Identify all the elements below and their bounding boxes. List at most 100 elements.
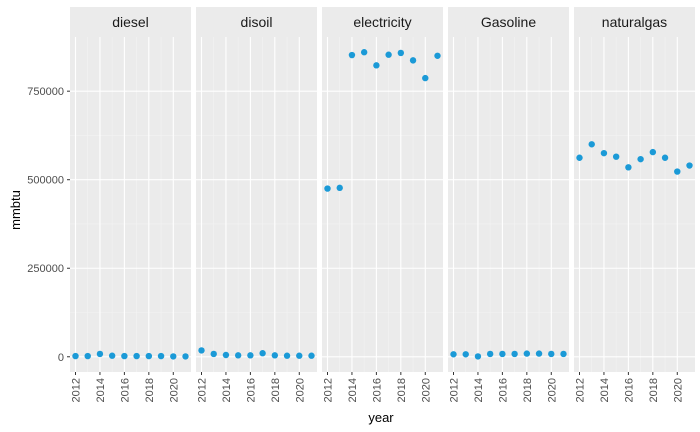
data-point (360, 49, 368, 56)
data-point (121, 352, 128, 360)
data-point (234, 352, 242, 359)
x-axis-title: year (368, 410, 394, 425)
data-point (170, 353, 177, 360)
data-point (637, 155, 644, 163)
data-point (133, 352, 140, 360)
panel-background (70, 37, 191, 372)
data-point (625, 164, 632, 171)
y-tick-label: 500000 (27, 175, 64, 187)
x-tick-label: 2018 (396, 378, 408, 402)
x-tick-label: 2014 (599, 378, 611, 402)
data-point (108, 352, 116, 359)
facet-electricity: electricity 2012 2014 2016 2018 2020 (322, 7, 443, 402)
data-point (649, 148, 657, 156)
data-point (560, 350, 567, 358)
data-point (182, 353, 189, 360)
facet-strip-label: Gasoline (481, 14, 536, 30)
x-tick-label: 2016 (623, 378, 635, 402)
y-tick-label: 250000 (27, 263, 64, 275)
facet-strip-label: naturalgas (602, 14, 667, 30)
x-tick-label: 2016 (371, 378, 383, 402)
facet-strip (448, 7, 569, 37)
facet-strip (70, 7, 191, 37)
facet-panels: 0 250000 500000 750000 diesel 2012 2014 2016 201… (27, 7, 695, 402)
x-tick-label: 2012 (197, 378, 209, 402)
data-point (600, 149, 608, 157)
data-point (373, 62, 380, 69)
data-point (283, 352, 291, 359)
x-tick-label: 2018 (270, 378, 282, 402)
data-point (499, 350, 506, 358)
data-point (434, 52, 441, 59)
facet-strip-label: electricity (353, 14, 411, 30)
data-point (535, 350, 543, 357)
y-tick-label: 750000 (27, 86, 64, 98)
facet-diesel: diesel 2012 2014 2016 2018 2020 (70, 7, 191, 402)
x-tick-label: 2012 (71, 378, 83, 402)
data-point (612, 153, 620, 160)
x-tick-label: 2018 (144, 378, 156, 402)
data-point (96, 350, 104, 358)
data-point (198, 347, 205, 354)
panel-background (196, 37, 317, 372)
facet-strip (322, 7, 443, 37)
data-point (296, 352, 303, 359)
facet-strip (574, 7, 695, 37)
panel-background (322, 37, 443, 372)
data-point (548, 350, 555, 358)
x-tick-label: 2014 (347, 378, 359, 402)
data-point (271, 352, 279, 359)
data-point (222, 351, 230, 359)
data-point (588, 141, 595, 148)
x-tick-label: 2014 (473, 378, 485, 402)
facet-naturalgas: naturalgas 2012 2014 2016 2018 2020 (574, 7, 695, 402)
data-point (450, 351, 457, 358)
x-tick-label: 2020 (672, 378, 684, 402)
x-tick-label: 2016 (119, 378, 131, 402)
data-point (474, 353, 482, 360)
x-tick-label: 2012 (323, 378, 335, 402)
data-point (409, 57, 417, 64)
data-point (661, 154, 669, 161)
data-point (486, 350, 494, 358)
data-point (247, 352, 254, 359)
data-point (686, 162, 693, 169)
x-tick-label: 2014 (95, 378, 107, 402)
data-point (308, 352, 315, 359)
data-point (157, 352, 165, 360)
data-point (385, 51, 392, 58)
y-axis: 0 250000 500000 750000 (27, 86, 70, 364)
facet-strip-label: diesel (112, 14, 149, 30)
data-point (324, 185, 331, 192)
panel-background (448, 37, 569, 372)
x-tick-label: 2018 (522, 378, 534, 402)
x-tick-label: 2014 (221, 378, 233, 402)
x-tick-label: 2020 (168, 378, 180, 402)
y-axis-title: mmbtu (8, 190, 23, 230)
facet-strip (196, 7, 317, 37)
data-point (576, 154, 583, 161)
data-point (462, 351, 469, 358)
x-tick-label: 2016 (245, 378, 257, 402)
data-point (348, 51, 356, 59)
data-point (145, 352, 153, 360)
x-tick-label: 2020 (546, 378, 558, 402)
facet-disoil: disoil 2012 2014 2016 2018 2020 (196, 7, 317, 402)
data-point (511, 350, 518, 358)
data-point (84, 352, 91, 360)
facet-strip-label: disoil (241, 14, 273, 30)
x-tick-label: 2018 (648, 378, 660, 402)
x-tick-label: 2016 (497, 378, 509, 402)
panel-background (574, 37, 695, 372)
data-point (210, 350, 217, 358)
data-point (336, 184, 343, 192)
data-point (72, 352, 79, 360)
x-tick-label: 2012 (449, 378, 461, 402)
x-tick-label: 2020 (420, 378, 432, 402)
data-point (523, 350, 531, 357)
data-point (674, 168, 681, 175)
data-point (422, 74, 429, 82)
x-tick-label: 2020 (294, 378, 306, 402)
x-tick-label: 2012 (575, 378, 587, 402)
